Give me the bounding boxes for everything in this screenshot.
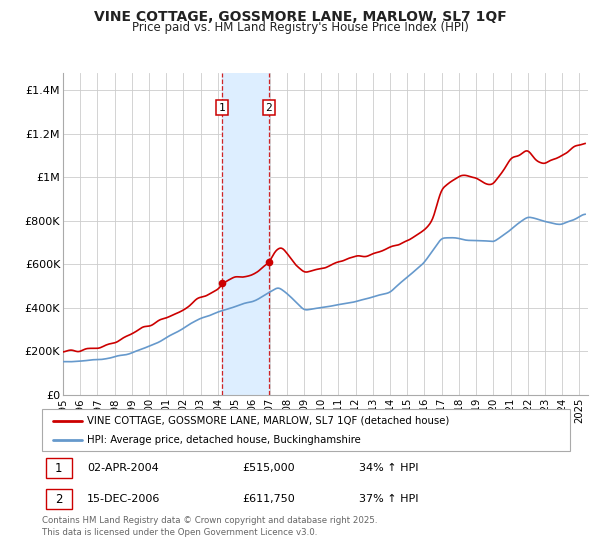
Text: 2: 2 — [55, 493, 62, 506]
Text: £515,000: £515,000 — [242, 463, 295, 473]
FancyBboxPatch shape — [46, 489, 71, 510]
FancyBboxPatch shape — [42, 409, 570, 451]
Text: 1: 1 — [219, 102, 226, 113]
Text: Contains HM Land Registry data © Crown copyright and database right 2025.
This d: Contains HM Land Registry data © Crown c… — [42, 516, 377, 537]
Text: 15-DEC-2006: 15-DEC-2006 — [87, 494, 160, 505]
Text: 37% ↑ HPI: 37% ↑ HPI — [359, 494, 418, 505]
Bar — [222, 73, 269, 395]
Text: Price paid vs. HM Land Registry's House Price Index (HPI): Price paid vs. HM Land Registry's House … — [131, 21, 469, 34]
Text: 1: 1 — [55, 462, 62, 475]
Text: 02-APR-2004: 02-APR-2004 — [87, 463, 158, 473]
Text: 34% ↑ HPI: 34% ↑ HPI — [359, 463, 418, 473]
Text: £611,750: £611,750 — [242, 494, 295, 505]
Text: 2: 2 — [265, 102, 272, 113]
FancyBboxPatch shape — [46, 458, 71, 478]
Text: HPI: Average price, detached house, Buckinghamshire: HPI: Average price, detached house, Buck… — [87, 435, 361, 445]
Text: VINE COTTAGE, GOSSMORE LANE, MARLOW, SL7 1QF: VINE COTTAGE, GOSSMORE LANE, MARLOW, SL7… — [94, 10, 506, 24]
Text: VINE COTTAGE, GOSSMORE LANE, MARLOW, SL7 1QF (detached house): VINE COTTAGE, GOSSMORE LANE, MARLOW, SL7… — [87, 416, 449, 426]
